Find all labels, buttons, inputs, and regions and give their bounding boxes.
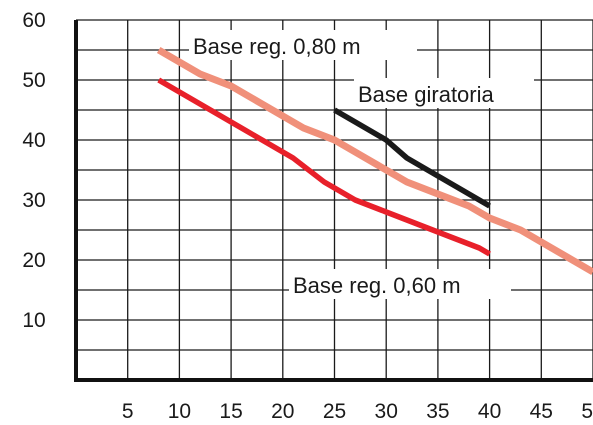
x-tick-label: 50 xyxy=(581,400,593,423)
x-tick-label: 40 xyxy=(478,400,501,423)
y-tick-label: 60 xyxy=(22,9,45,32)
series-label-bg xyxy=(189,30,417,60)
series-label-base-reg-060: Base reg. 0,60 m xyxy=(293,273,461,298)
series-line-base-giratoria xyxy=(333,107,491,209)
y-tick-label: 10 xyxy=(22,309,45,332)
x-tick-label: 45 xyxy=(530,400,553,423)
x-tick-label: 35 xyxy=(426,400,449,423)
x-tick-label: 30 xyxy=(375,400,398,423)
x-tick-label: 25 xyxy=(323,400,346,423)
series-label-base-reg-080: Base reg. 0,80 m xyxy=(193,34,361,59)
series-labels: Base reg. 0,80 m Base reg. 0,60 m Base gir… xyxy=(189,30,534,299)
axes xyxy=(74,20,593,382)
x-tick-label: 20 xyxy=(271,400,294,423)
series-line-base-reg-060 xyxy=(157,77,491,257)
y-tick-label: 30 xyxy=(22,189,45,212)
x-tick-label: 5 xyxy=(122,400,134,423)
y-tick-label: 20 xyxy=(22,249,45,272)
x-tick-label: 15 xyxy=(219,400,242,423)
y-tick-label: 50 xyxy=(22,69,45,92)
series-lines xyxy=(156,46,593,276)
y-tick-label: 40 xyxy=(22,129,45,152)
series-label-bg xyxy=(354,78,534,108)
series-line-base-reg-080 xyxy=(156,46,593,276)
x-tick-label: 10 xyxy=(168,400,191,423)
grid xyxy=(76,19,593,380)
series-label-base-giratoria: Base giratoria xyxy=(358,82,495,107)
tick-labels: 5 10 15 20 25 30 35 40 45 50 10 20 30 40 50 60 xyxy=(22,9,593,423)
series-label-bg xyxy=(289,269,511,299)
